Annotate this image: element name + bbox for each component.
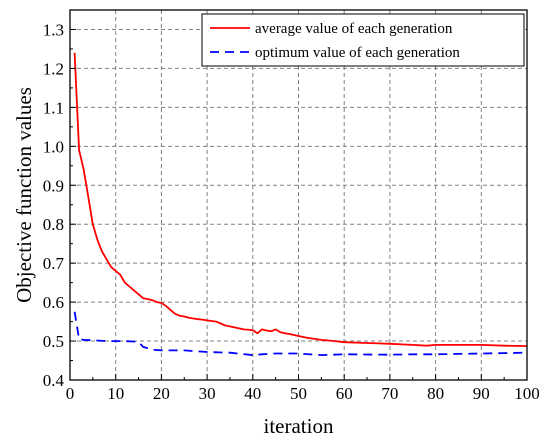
x-tick-label: 10 bbox=[107, 384, 124, 403]
x-tick-label: 20 bbox=[153, 384, 170, 403]
x-tick-label: 40 bbox=[244, 384, 261, 403]
y-tick-label: 0.5 bbox=[43, 332, 64, 351]
y-tick-labels: 0.4 0.5 0.6 0.7 0.8 0.9 1.0 1.1 1.2 1.3 bbox=[43, 20, 65, 390]
y-tick-label: 1.3 bbox=[43, 20, 64, 39]
series-line-average bbox=[73, 52, 528, 347]
legend-label-average: average value of each generation bbox=[255, 21, 453, 37]
x-tick-label: 70 bbox=[381, 384, 398, 403]
series-line-optimum bbox=[73, 311, 528, 357]
y-tick-label: 0.7 bbox=[43, 254, 65, 273]
legend: average value of each generation optimum… bbox=[201, 13, 525, 67]
x-tick-label: 90 bbox=[473, 384, 490, 403]
y-axis-title: Objective function values bbox=[12, 87, 36, 303]
x-tick-label: 80 bbox=[427, 384, 444, 403]
y-tick-label: 0.9 bbox=[43, 176, 64, 195]
x-tick-label: 60 bbox=[336, 384, 353, 403]
x-tick-label: 0 bbox=[66, 384, 75, 403]
y-tick-label: 0.8 bbox=[43, 215, 64, 234]
y-tick-label: 0.6 bbox=[43, 293, 64, 312]
x-tick-label: 30 bbox=[199, 384, 216, 403]
y-tick-label: 1.0 bbox=[43, 137, 64, 156]
y-tick-label: 1.1 bbox=[43, 98, 64, 117]
axis-ticks bbox=[69, 28, 528, 381]
x-tick-labels: 0 10 20 30 40 50 60 70 80 90 100 bbox=[66, 384, 540, 403]
x-tick-label: 100 bbox=[514, 384, 540, 403]
legend-box bbox=[201, 13, 525, 67]
x-tick-label: 50 bbox=[290, 384, 307, 403]
y-tick-label: 1.2 bbox=[43, 59, 64, 78]
x-axis-title: iteration bbox=[264, 414, 334, 438]
y-tick-label: 0.4 bbox=[43, 371, 65, 390]
series-layer bbox=[73, 52, 528, 357]
legend-label-optimum: optimum value of each generation bbox=[255, 45, 460, 61]
